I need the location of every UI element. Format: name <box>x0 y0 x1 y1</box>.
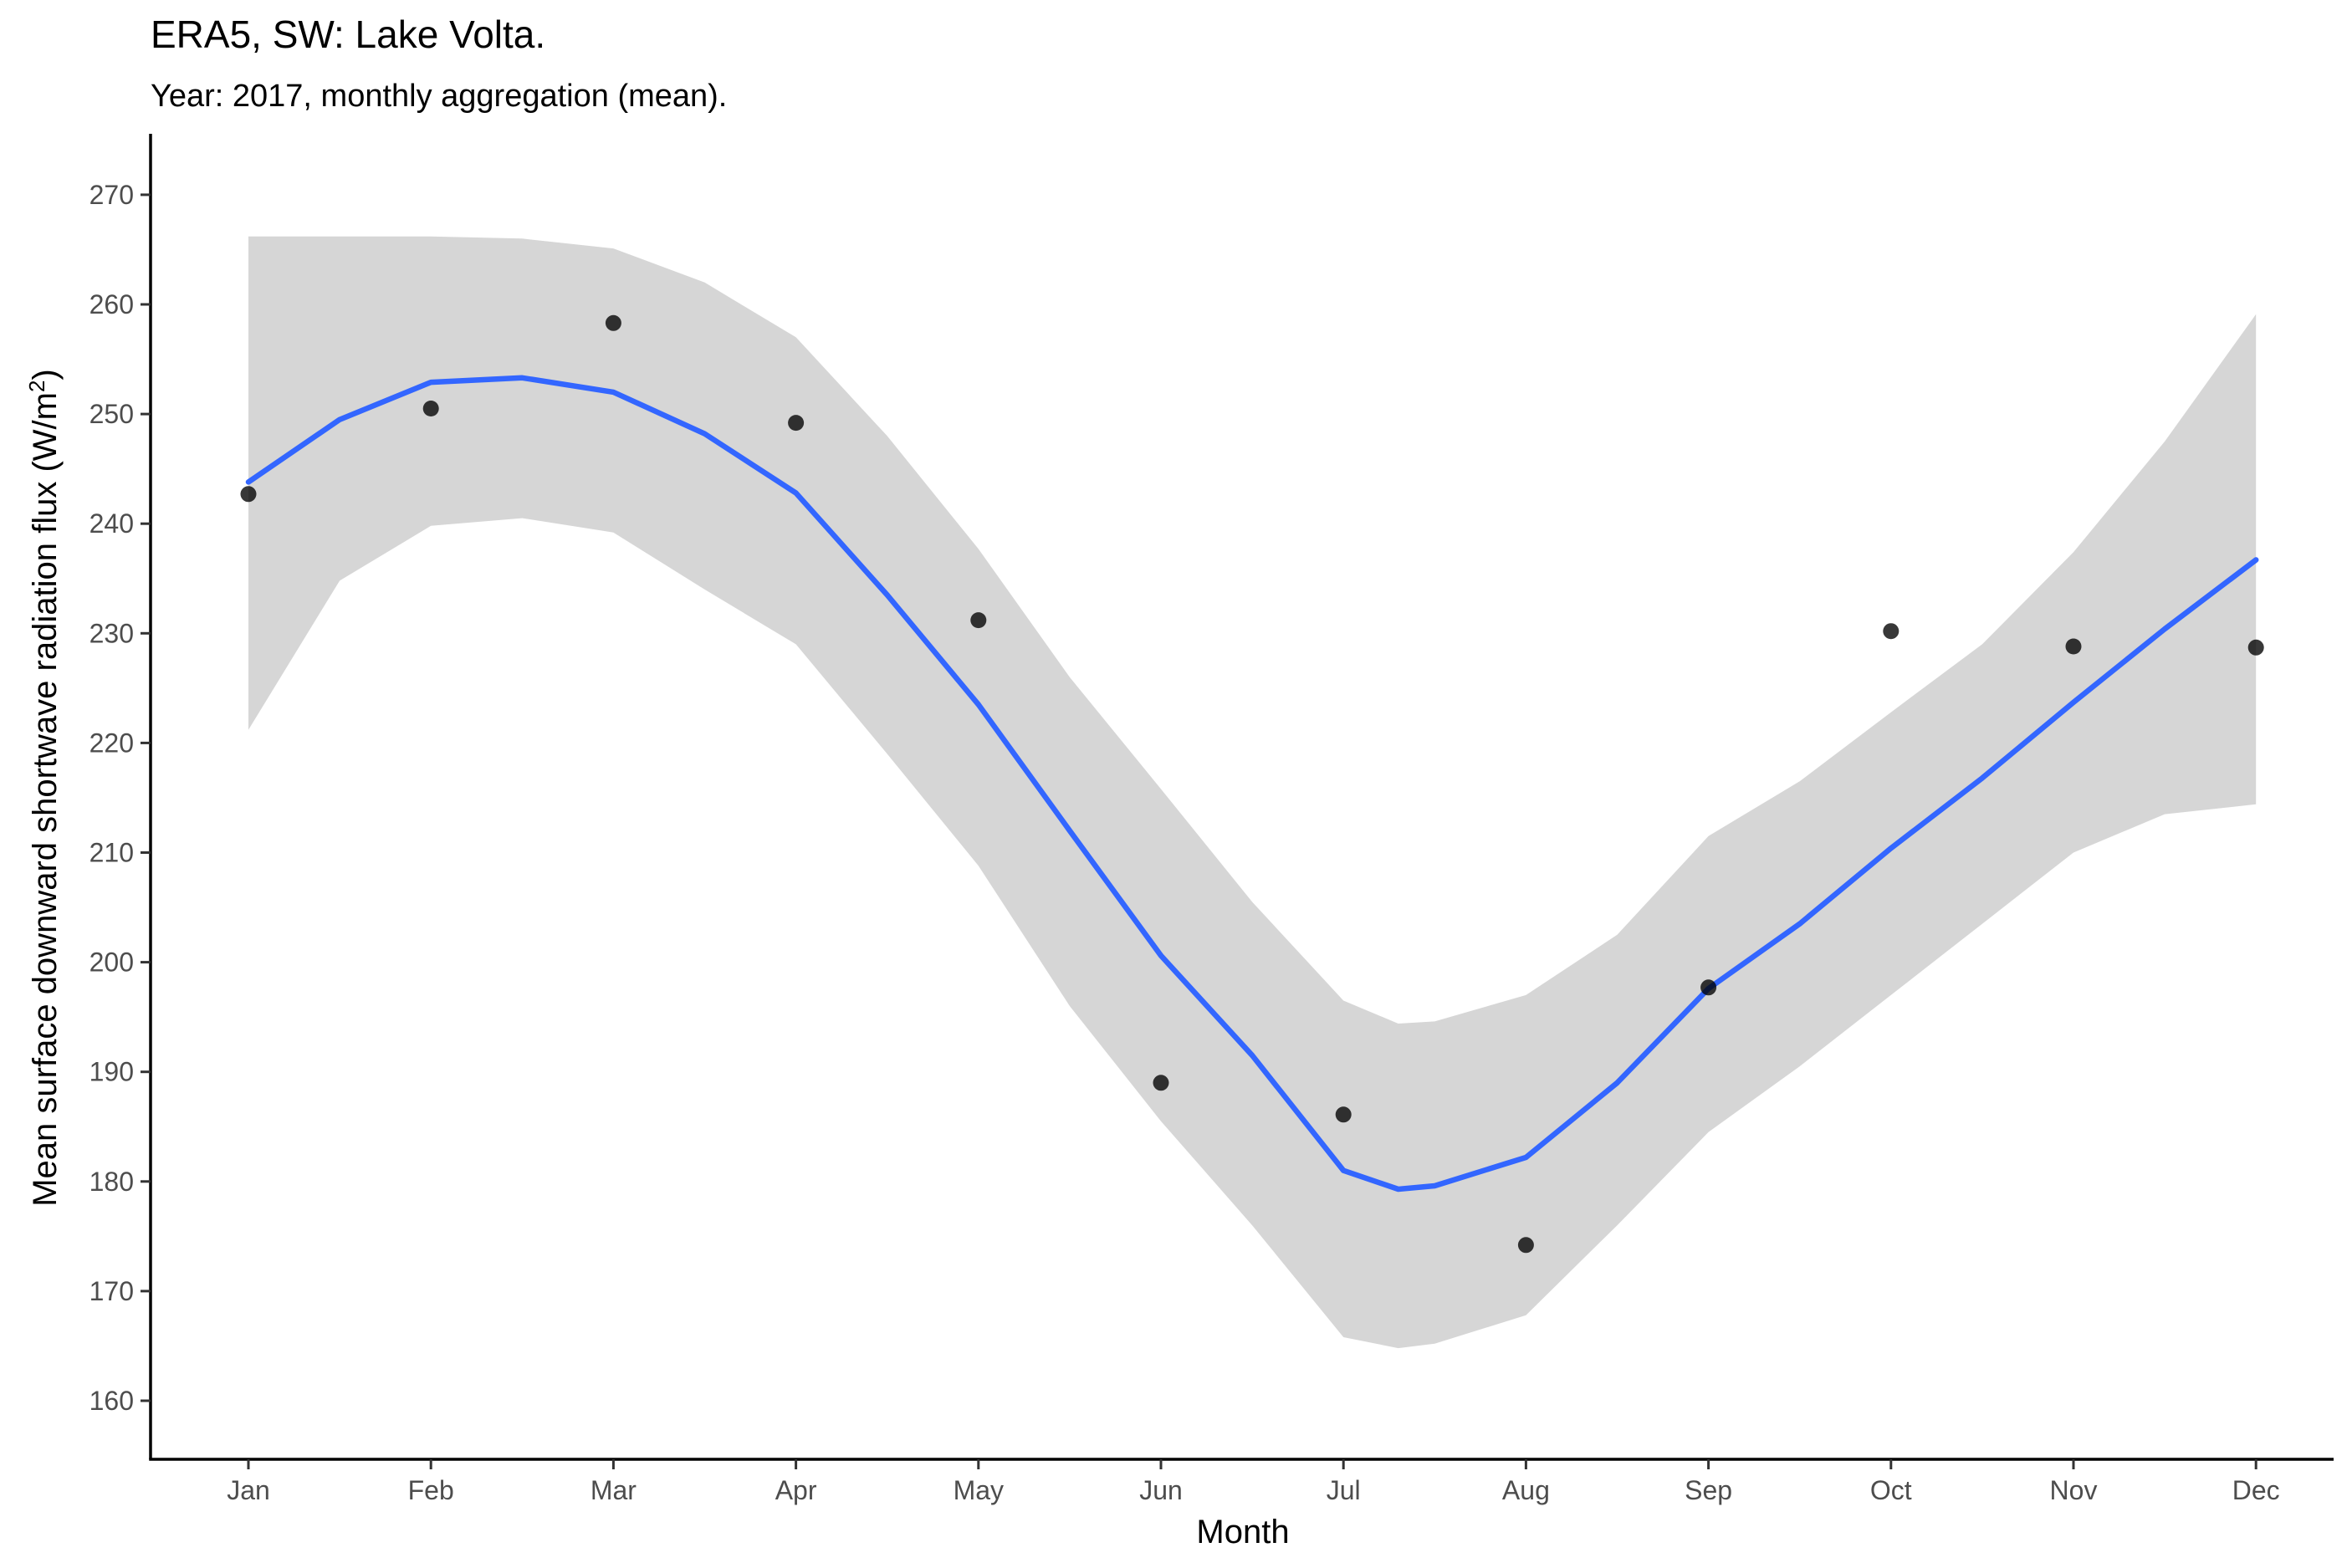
data-point-dec <box>2247 639 2264 656</box>
smooth-trend-line <box>245 375 2259 1193</box>
y-tick-label: 160 <box>89 1386 134 1416</box>
y-axis-title: Mean surface downward shortwave radiatio… <box>24 369 64 1207</box>
y-tick-label: 220 <box>89 728 134 758</box>
data-point-feb <box>422 401 439 416</box>
data-point-aug <box>1517 1237 1534 1254</box>
plot-area <box>240 236 2264 1349</box>
y-axis-ticks: 160 170 180 190 200 210 220 230 240 250 260 270 <box>89 180 151 1416</box>
x-tick-label-oct: Oct <box>1870 1475 1912 1505</box>
data-points <box>240 314 2264 1254</box>
x-axis-ticks: Jan Feb Mar Apr May Jun Jul Aug Sep Oct Nov Dec <box>227 1459 2280 1505</box>
y-tick-label: 200 <box>89 947 134 978</box>
x-tick-label-may: May <box>954 1475 1004 1505</box>
y-axis-title-superscript: 2 <box>24 381 49 392</box>
y-tick-label: 250 <box>89 399 134 429</box>
x-tick-label-mar: Mar <box>591 1475 637 1505</box>
chart-title: ERA5, SW: Lake Volta. <box>151 13 545 56</box>
y-tick-label: 190 <box>89 1057 134 1087</box>
x-tick-label-nov: Nov <box>2050 1475 2098 1505</box>
x-tick-label-jul: Jul <box>1327 1475 1361 1505</box>
data-point-jan <box>240 486 257 503</box>
x-tick-label-jun: Jun <box>1139 1475 1183 1505</box>
x-tick-label-dec: Dec <box>2232 1475 2280 1505</box>
y-tick-label: 260 <box>89 289 134 319</box>
x-axis-title: Month <box>1196 1514 1289 1550</box>
x-tick-label-jan: Jan <box>227 1475 270 1505</box>
y-tick-label: 210 <box>89 838 134 868</box>
x-tick-label-feb: Feb <box>408 1475 454 1505</box>
data-point-apr <box>788 415 805 432</box>
data-point-sep <box>1700 979 1717 996</box>
y-tick-label: 230 <box>89 618 134 648</box>
data-point-nov <box>2065 638 2082 655</box>
y-tick-label: 170 <box>89 1276 134 1306</box>
y-axis-title-main: Mean surface downward shortwave radiatio… <box>27 392 64 1207</box>
data-point-jun <box>1153 1075 1169 1091</box>
confidence-ribbon <box>248 236 2257 1349</box>
y-tick-label: 180 <box>89 1167 134 1197</box>
x-tick-label-apr: Apr <box>775 1475 817 1505</box>
data-point-may <box>970 612 987 629</box>
x-tick-label-sep: Sep <box>1685 1475 1732 1505</box>
y-tick-label: 240 <box>89 508 134 539</box>
data-point-jul <box>1335 1106 1352 1123</box>
x-tick-label-aug: Aug <box>1502 1475 1550 1505</box>
y-tick-label: 270 <box>89 180 134 210</box>
y-axis-title-end: ) <box>27 369 64 380</box>
data-point-oct <box>1883 623 1899 640</box>
chart-subtitle: Year: 2017, monthly aggregation (mean). <box>151 79 727 114</box>
data-point-mar <box>605 314 621 331</box>
